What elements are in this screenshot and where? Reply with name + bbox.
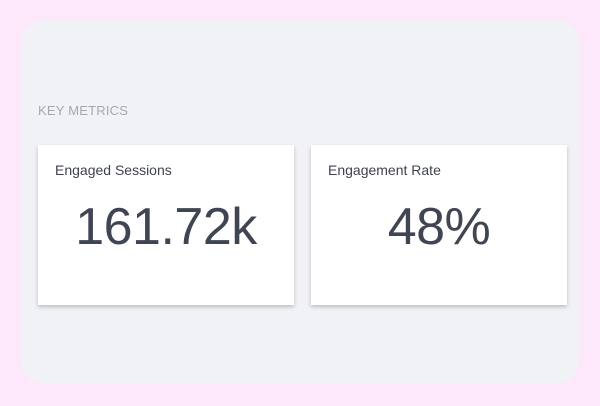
key-metrics-panel: KEY METRICS Engaged Sessions 161.72k Eng…: [21, 20, 579, 384]
metric-value: 48%: [387, 198, 491, 256]
metric-label: Engagement Rate: [328, 162, 441, 178]
metric-label: Engaged Sessions: [55, 162, 172, 178]
metric-card-engaged-sessions[interactable]: Engaged Sessions 161.72k: [38, 145, 294, 305]
section-title: KEY METRICS: [38, 103, 129, 118]
metric-card-engagement-rate[interactable]: Engagement Rate 48%: [311, 145, 567, 305]
metric-value: 161.72k: [75, 198, 257, 256]
